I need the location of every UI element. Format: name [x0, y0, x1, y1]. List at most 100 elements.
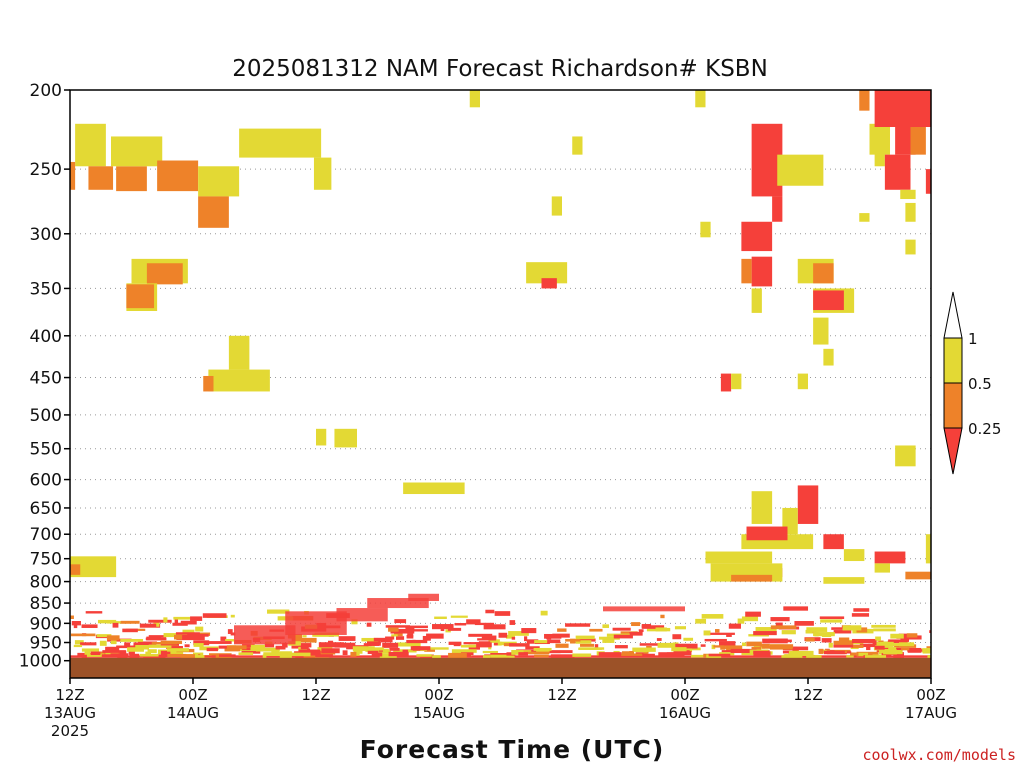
data-cell	[518, 652, 528, 656]
data-cell	[905, 239, 916, 255]
data-cell	[133, 642, 156, 648]
data-cell	[124, 642, 131, 647]
data-cell	[148, 635, 167, 638]
data-cell	[70, 633, 96, 637]
data-cell	[731, 574, 773, 582]
data-cell	[385, 636, 395, 640]
data-cell	[302, 635, 307, 638]
x-tick-date: 16AUG	[659, 704, 711, 722]
data-cell	[895, 445, 916, 467]
data-cell	[367, 598, 429, 609]
data-cell	[167, 653, 187, 658]
data-cell	[116, 166, 147, 192]
data-cell	[746, 526, 788, 541]
data-cell	[90, 651, 101, 656]
data-cell	[263, 652, 286, 657]
data-cell	[202, 613, 227, 618]
data-cell	[220, 636, 227, 641]
data-cells	[70, 90, 931, 661]
data-cell	[505, 634, 515, 639]
data-cell	[498, 632, 508, 638]
x-tick-label: 12Z	[793, 686, 822, 704]
data-cell	[166, 646, 183, 649]
y-axis: 200 250 300 350 400 450 500 550 600 650 700 750 8008…	[19, 81, 70, 672]
data-cell	[859, 213, 870, 222]
data-cell	[851, 613, 870, 617]
data-cell	[705, 551, 773, 564]
data-cell	[382, 642, 399, 648]
data-cell	[481, 635, 497, 641]
data-cell	[241, 650, 261, 654]
data-cell	[503, 643, 514, 647]
data-cell	[704, 638, 727, 642]
data-cell	[181, 654, 195, 660]
data-cell	[768, 638, 788, 643]
data-cell	[893, 643, 902, 647]
data-cell	[182, 629, 195, 633]
data-cell	[905, 571, 931, 580]
data-cell	[612, 627, 631, 631]
data-cell	[746, 641, 762, 647]
data-cell	[910, 127, 926, 155]
data-cell	[741, 642, 746, 647]
data-cell	[579, 638, 596, 642]
x-tick-date: 15AUG	[413, 704, 465, 722]
data-cell	[300, 644, 309, 650]
data-cell	[613, 634, 633, 639]
data-cell	[453, 642, 461, 647]
data-cell	[227, 629, 233, 634]
data-cell	[821, 638, 832, 643]
y-tick-label: 950	[30, 634, 62, 654]
data-cell	[893, 653, 905, 659]
data-cell	[833, 644, 854, 648]
data-cell	[469, 90, 480, 108]
data-cell	[106, 635, 120, 641]
data-cell	[751, 288, 762, 313]
data-cell	[713, 645, 725, 648]
data-cell	[291, 637, 317, 643]
data-cell	[922, 648, 931, 652]
data-cell	[621, 651, 635, 656]
data-cell	[751, 646, 762, 650]
data-cell	[508, 631, 529, 636]
data-cell	[785, 646, 809, 651]
data-cell	[138, 641, 157, 645]
data-cell	[874, 127, 885, 167]
data-cell	[830, 650, 835, 654]
data-cell	[80, 642, 97, 646]
data-cell	[872, 640, 877, 646]
data-cell	[389, 647, 400, 651]
data-cell	[147, 649, 157, 654]
data-cell	[614, 645, 628, 649]
data-cell	[135, 645, 149, 650]
data-cell	[753, 631, 777, 636]
data-cell	[726, 634, 732, 637]
data-cell	[396, 642, 421, 647]
data-cell	[725, 645, 743, 650]
data-cell	[127, 647, 144, 652]
data-cell	[813, 290, 844, 311]
data-cell	[511, 636, 516, 640]
x-tick-label: 12Z	[55, 686, 84, 704]
data-cell	[228, 335, 250, 370]
data-cell	[772, 196, 783, 222]
y-tick-label: 850	[30, 594, 62, 614]
data-cell	[907, 649, 923, 652]
data-cell	[741, 221, 773, 252]
data-cell	[905, 202, 916, 222]
data-cell	[193, 643, 204, 647]
data-cell	[728, 623, 741, 629]
data-cell	[806, 627, 828, 632]
data-cell	[198, 166, 240, 197]
data-cell	[350, 651, 357, 657]
data-cell	[540, 610, 548, 616]
data-cell	[148, 644, 172, 648]
data-cell	[900, 189, 916, 200]
x-tick-year: 2025	[51, 722, 89, 740]
data-cell	[367, 643, 372, 647]
data-cell	[572, 653, 592, 657]
data-cell	[385, 625, 411, 628]
data-cell	[575, 640, 592, 644]
data-cell	[519, 649, 544, 653]
y-tick-label: 450	[30, 369, 62, 389]
